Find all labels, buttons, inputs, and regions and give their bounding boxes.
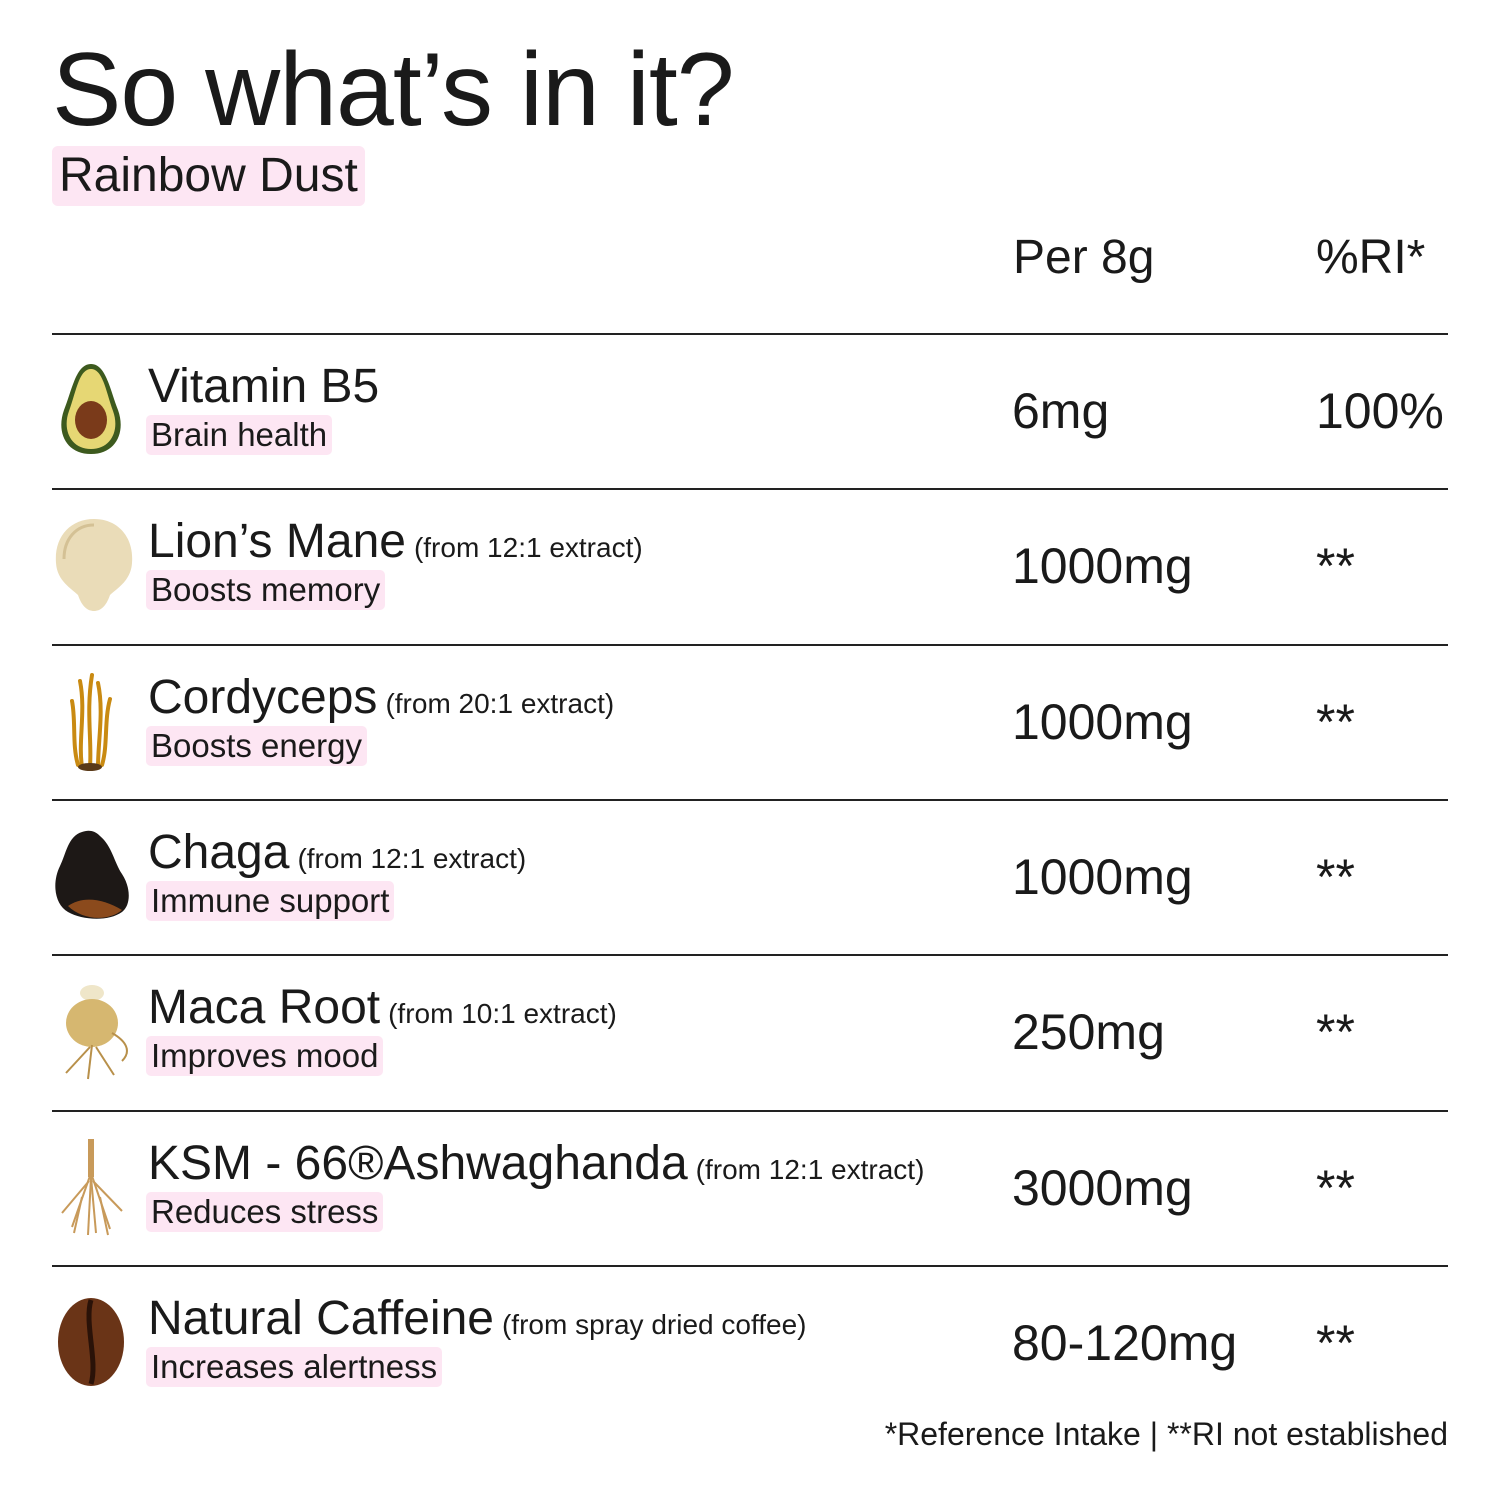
ri-value: ** [1316, 1159, 1355, 1216]
ingredient-name-text: Chaga [148, 825, 290, 879]
chaga-icon [52, 826, 130, 926]
divider [52, 488, 1448, 491]
divider [52, 333, 1448, 335]
ingredient-source-note: (from 20:1 extract) [385, 687, 615, 719]
ri-value: ** [1316, 538, 1355, 595]
ingredient-source-note: (from 12:1 extract) [695, 1153, 925, 1185]
ashwagandha-root-icon [52, 1137, 130, 1237]
avocado-icon [52, 360, 130, 460]
ingredient-name: Cordyceps (from 20:1 extract) [148, 670, 614, 732]
ingredient-source-note: (from 12:1 extract) [297, 842, 527, 874]
amount-value: 1000mg [1012, 538, 1193, 595]
divider [52, 954, 1448, 957]
benefit-badge: Immune support [146, 880, 395, 921]
maca-root-icon [52, 981, 130, 1081]
ingredient-name: Lion’s Mane (from 12:1 extract) [148, 514, 643, 576]
amount-value: 1000mg [1012, 848, 1193, 905]
ingredient-row: Natural Caffeine (from spray dried coffee… [0, 1267, 1500, 1422]
ingredient-name-text: KSM - 66®Ashwaghanda [148, 1136, 688, 1190]
amount-value: 80-120mg [1012, 1314, 1238, 1371]
ri-value: ** [1316, 1314, 1355, 1371]
cordyceps-icon [52, 671, 130, 771]
ingredient-source-note: (from 10:1 extract) [388, 998, 617, 1030]
divider [52, 1264, 1448, 1267]
ri-value: ** [1316, 1004, 1355, 1061]
ingredient-row: Lion’s Mane (from 12:1 extract) Boosts mem… [0, 490, 1500, 645]
benefit-badge: Reduces stress [146, 1191, 384, 1232]
benefit-badge: Boosts memory [146, 570, 386, 611]
ingredient-name-text: Vitamin B5 [148, 360, 380, 413]
footnote: *Reference Intake | **RI not established [884, 1416, 1448, 1452]
amount-value: 3000mg [1012, 1159, 1193, 1216]
ingredient-name: Vitamin B5 [148, 359, 379, 415]
amount-value: 250mg [1012, 1004, 1165, 1061]
ingredient-name-text: Lion’s Mane [148, 515, 406, 569]
ingredient-name: Natural Caffeine (from spray dried coffee… [148, 1291, 806, 1353]
ingredient-name: KSM - 66®Ashwaghanda (from 12:1 extract) [148, 1136, 924, 1198]
ingredient-row: Cordyceps (from 20:1 extract) Boosts energ… [0, 646, 1500, 801]
lions-mane-mushroom-icon [52, 515, 133, 615]
ingredient-source-note: (from spray dried coffee) [501, 1308, 807, 1340]
ingredient-name-text: Natural Caffeine [148, 1291, 494, 1345]
ingredient-name-text: Maca Root [148, 981, 381, 1035]
divider [52, 1109, 1448, 1112]
ingredient-row: KSM - 66®Ashwaghanda (from 12:1 extract) R… [0, 1112, 1500, 1267]
divider [52, 643, 1448, 646]
ingredient-name: Maca Root (from 10:1 extract) [148, 980, 617, 1042]
amount-value: 1000mg [1012, 693, 1193, 750]
ingredient-row: Maca Root (from 10:1 extract) Improves moo… [0, 956, 1500, 1111]
ingredient-name-text: Cordyceps [148, 670, 378, 724]
benefit-badge: Improves mood [146, 1036, 384, 1077]
ri-value: ** [1316, 693, 1355, 750]
amount-value: 6mg [1012, 383, 1110, 439]
coffee-bean-icon [52, 1292, 130, 1392]
benefit-badge: Increases alertness [146, 1346, 443, 1387]
benefit-badge: Brain health [146, 415, 333, 455]
benefit-badge: Boosts energy [146, 725, 367, 766]
ri-value: 100% [1316, 383, 1444, 439]
ri-value: ** [1316, 848, 1355, 905]
product-name-badge: Rainbow Dust [52, 146, 365, 206]
ingredient-name: Chaga (from 12:1 extract) [148, 825, 526, 887]
ingredient-row: Chaga (from 12:1 extract) Immune support 10… [0, 801, 1500, 956]
divider [52, 798, 1448, 801]
ingredient-row: Vitamin B5 Brain health 6mg 100% [0, 335, 1500, 490]
column-header-amount: Per 8g [1013, 231, 1155, 284]
column-header-ri: %RI* [1316, 231, 1426, 284]
ingredient-source-note: (from 12:1 extract) [413, 532, 643, 564]
page-title: So what’s in it? [52, 32, 735, 148]
